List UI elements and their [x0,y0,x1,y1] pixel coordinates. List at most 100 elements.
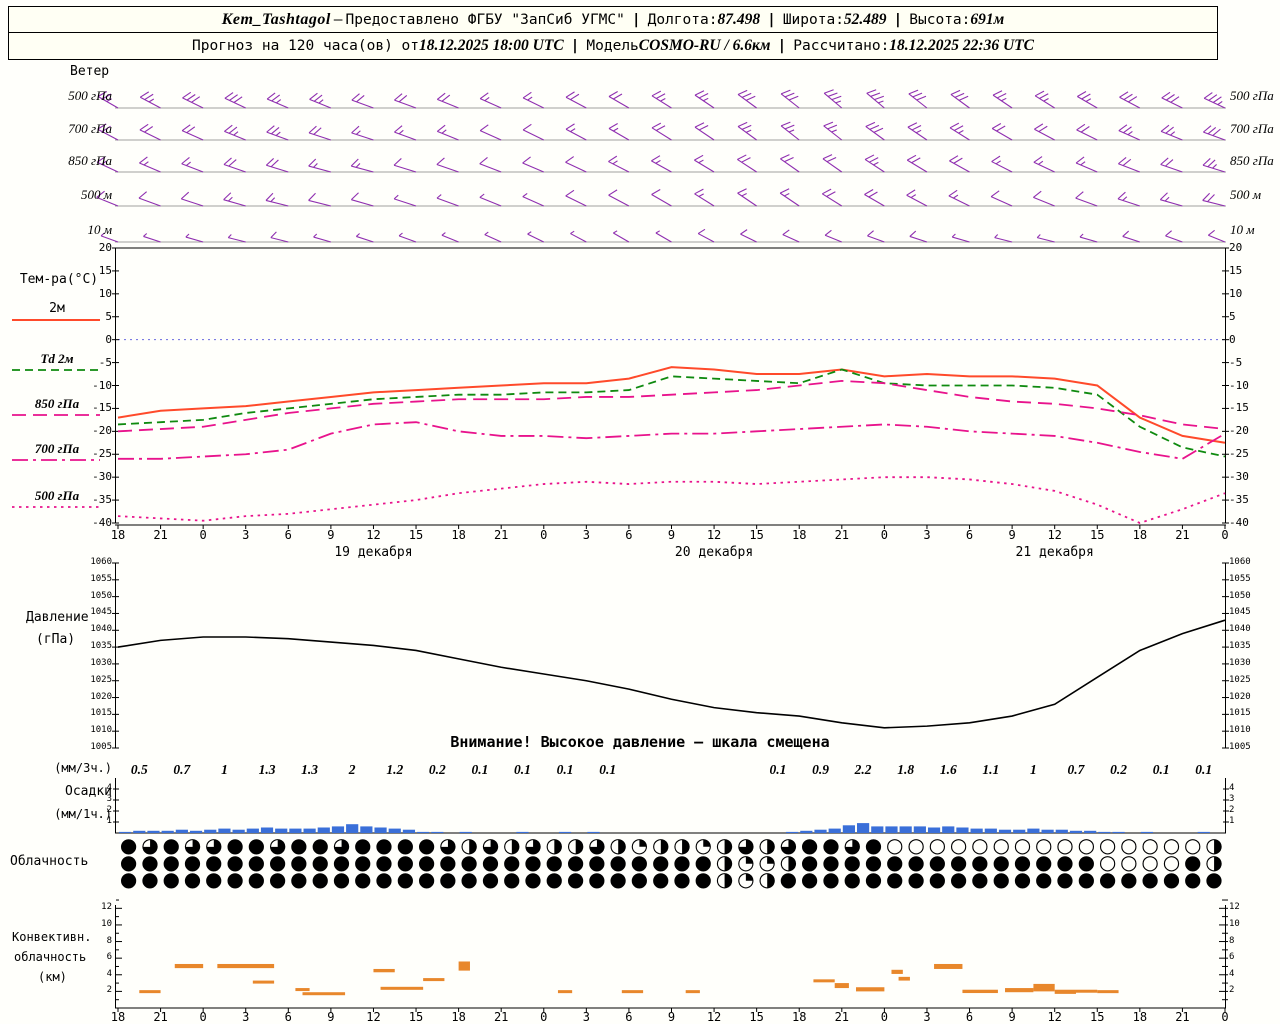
x-tick-label-bottom: 9 [327,1010,335,1024]
pressure-ytick-right: 1010 [1229,725,1251,736]
cloud-cover-icon: ● [992,867,1010,891]
cloud-cover-icon: ● [460,867,478,891]
cloud-cover-icon: ● [268,867,287,891]
cloud-cover-icon: ● [928,850,947,874]
cloud-cover-icon: ● [1205,867,1223,891]
temp-panel-title: Тем-ра(°C) [19,272,99,287]
precip-ytick-left: 2 [106,805,112,815]
cloud-cover-icon: ● [119,850,138,874]
precip-3h-value: 1.1 [982,762,1000,777]
cloud-cover-row-3: ● ● ● ● ● ● ● ● ● ● ● ● ● ● ● ● ● ● ● ● ● ● ● ● ● ● ● ● ◑ ◔ ◑ ● ● ● ● ● ● ● ● ●… [118,867,1228,891]
wind-level-label: 500 гПа [68,88,112,103]
date-label: 21 декабря [1015,545,1094,560]
pressure-ytick-right: 1015 [1229,708,1251,719]
temp-ytick-right: 5 [1229,309,1236,323]
wind-level-label: 500 м [80,187,112,202]
pressure-unit-label: (гПа) [36,632,76,647]
cloud-cover-icon: ● [247,850,266,874]
cloud-cover-icon: ● [502,867,521,891]
temp-ytick-right: 10 [1229,286,1243,300]
x-tick-label: 21 [834,528,850,542]
x-tick-label: 12 [366,528,381,542]
precip-3h-value: 0.1 [1152,762,1170,777]
lat-value: 52.489 [843,10,887,28]
x-tick-label-bottom: 15 [749,1010,764,1024]
cloud-cover-icon: ● [141,867,159,891]
temp-ytick-left: 5 [105,309,112,323]
separator: | [631,11,641,28]
x-tick-label-bottom: 12 [1047,1010,1062,1024]
cloud-cover-icon: ● [375,833,393,857]
cloud-cover-icon: ○ [1120,850,1138,874]
pressure-ytick-right: 1060 [1229,557,1251,567]
cloud-cover-icon: ○ [1162,850,1181,874]
x-tick-label-bottom: 6 [965,1010,974,1024]
cloud-cover-icon: ● [949,867,968,891]
conv-ytick-left: 6 [106,952,112,963]
cloud-cover-icon: ◑ [1205,833,1223,857]
cloud-cover-icon: ◕ [332,833,351,857]
cloud-cover-icon: ◕ [524,833,542,857]
cloud-cover-icon: ● [183,867,202,891]
cloud-cover-icon: ● [694,850,712,874]
lon-label: Долгота: [647,11,718,28]
cloud-cover-icon: ● [800,867,819,891]
cloud-cover-icon: ● [1035,850,1053,874]
cloud-cover-icon: ○ [1162,833,1181,857]
x-tick-label-bottom: 12 [706,1010,722,1024]
pressure-ytick-left: 1060 [90,557,112,567]
cloud-cover-icon: ● [183,850,202,874]
x-tick-label-bottom: 0 [880,1010,888,1024]
date-label: 20 декабря [674,545,754,560]
cloud-cover-icon: ● [375,850,393,874]
cloud-cover-icon: ● [354,850,372,874]
cloud-cover-icon: ● [822,850,840,874]
precip-3h-value: 0.1 [514,762,531,777]
cloud-cover-icon: ● [843,867,861,891]
x-tick-label: 15 [408,528,424,542]
x-tick-label-bottom: 0 [199,1010,207,1024]
cloud-cover-icon: ● [162,850,180,874]
pressure-ytick-right: 1045 [1229,607,1251,618]
x-tick-label: 18 [110,528,126,542]
cloud-cover-icon: ● [1162,867,1181,891]
cloud-cover-icon: ● [311,850,329,874]
cloud-cover-icon: ● [609,867,627,891]
precip-3h-value: 0.5 [130,762,148,777]
cloud-cover-icon: ● [907,867,925,891]
cloud-cover-icon: ● [162,833,180,857]
x-tick-label: 21 [493,528,509,542]
x-tick-label-bottom: 18 [791,1010,807,1024]
x-tick-label-bottom: 21 [153,1010,168,1024]
x-tick-label-bottom: 15 [408,1010,424,1024]
cloud-cover-icon: ● [673,867,691,891]
x-tick-label: 6 [965,528,974,542]
wind-level-label-right: 850 гПа [1230,153,1274,168]
provider: Предоставлено ФГБУ "ЗапСиб УГМС" [345,11,625,28]
temp-legend-td2m: Td 2м [40,351,74,366]
wind-level-label-right: 700 гПа [1230,121,1274,136]
x-tick-label-bottom: 6 [625,1010,633,1024]
cloud-cover-icon: ● [524,850,542,874]
temp-ytick-left: -25 [92,447,112,461]
cloud-cover-icon: ● [1098,867,1117,891]
cloud-cover-icon: ● [1141,867,1159,891]
dash: — [333,11,343,28]
cloud-cover-icon: ● [119,833,138,857]
cloud-cover-icon: ● [1120,867,1138,891]
cloud-cover-icon: ◑ [651,833,670,857]
cloud-cover-icon: ● [460,850,478,874]
cloud-cover-icon: ● [1056,867,1074,891]
temp-ytick-left: -10 [92,378,112,392]
temp-legend-2m: 2м [49,301,65,316]
cloud-cover-icon: ● [417,867,436,891]
cloud-cover-icon: ● [864,867,883,891]
cloud-cover-icon: ● [332,850,351,874]
temp-ytick-left: -15 [92,401,112,415]
cloud-cover-icon: ◑ [460,833,478,857]
cloud-cover-icon: ● [290,833,308,857]
x-tick-label-bottom: 18 [451,1010,466,1024]
cloud-cover-icon: ● [502,850,521,874]
cloud-cover-icon: ○ [971,833,989,857]
